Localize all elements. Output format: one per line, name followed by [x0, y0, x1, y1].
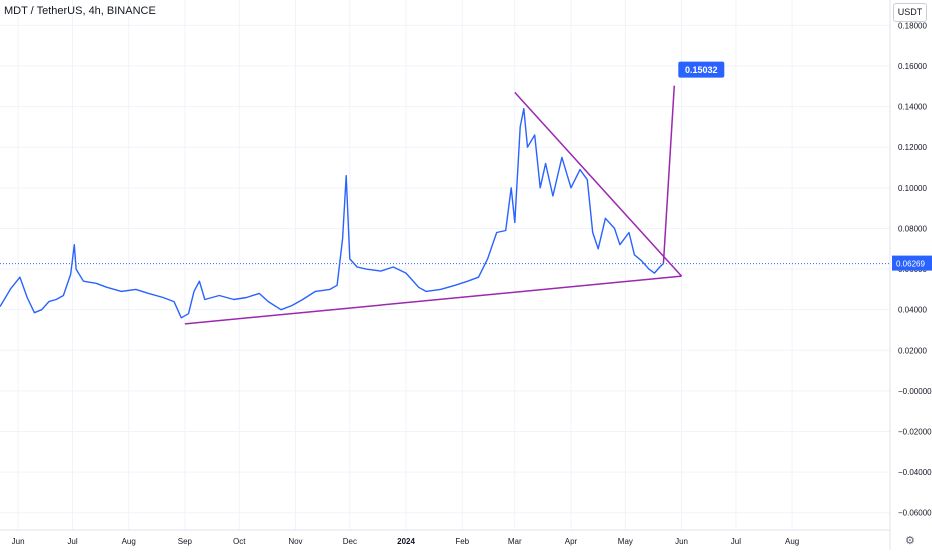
target-price-label: 0.15032	[685, 65, 718, 75]
y-tick-label: 0.10000	[898, 184, 927, 193]
y-tick-label: 0.12000	[898, 143, 927, 152]
trendline	[662, 85, 676, 264]
x-tick-label: Sep	[178, 537, 193, 546]
x-tick-label: Apr	[565, 537, 578, 546]
x-tick-label: May	[618, 537, 633, 546]
y-tick-label: −0.02000	[898, 428, 932, 437]
price-series-line	[0, 107, 664, 319]
last-price-axis-box	[892, 255, 932, 271]
x-tick-label: Nov	[288, 537, 302, 546]
gear-icon[interactable]: ⚙	[905, 535, 915, 547]
x-tick-label: Jun	[12, 537, 25, 546]
symbol-title: MDT / TetherUS, 4h, BINANCE	[4, 5, 156, 17]
x-tick-label: Aug	[785, 537, 799, 546]
x-tick-label: Oct	[233, 537, 246, 546]
trendline	[184, 275, 682, 325]
y-tick-label: 0.08000	[898, 224, 927, 233]
x-tick-label: Aug	[122, 537, 136, 546]
y-tick-label: 0.16000	[898, 62, 927, 71]
x-tick-label: 2024	[397, 537, 415, 546]
y-tick-label: 0.14000	[898, 103, 927, 112]
x-tick-label: Dec	[343, 537, 357, 546]
y-tick-label: −0.04000	[898, 468, 932, 477]
y-tick-label: 0.04000	[898, 306, 927, 315]
currency-button[interactable]: USDT	[893, 3, 927, 22]
x-tick-label: Jul	[731, 537, 741, 546]
x-tick-label: Jul	[67, 537, 77, 546]
y-tick-label: 0.02000	[898, 346, 927, 355]
y-tick-label: −0.00000	[898, 387, 932, 396]
x-tick-label: Feb	[455, 537, 469, 546]
target-label-box	[678, 61, 725, 78]
x-tick-label: Mar	[508, 537, 522, 546]
x-tick-label: Jun	[675, 537, 688, 546]
trendline	[514, 91, 683, 277]
last-price-axis-label: 0.06269	[896, 260, 925, 269]
y-tick-label: −0.06000	[898, 509, 932, 518]
y-tick-label: 0.18000	[898, 21, 927, 30]
